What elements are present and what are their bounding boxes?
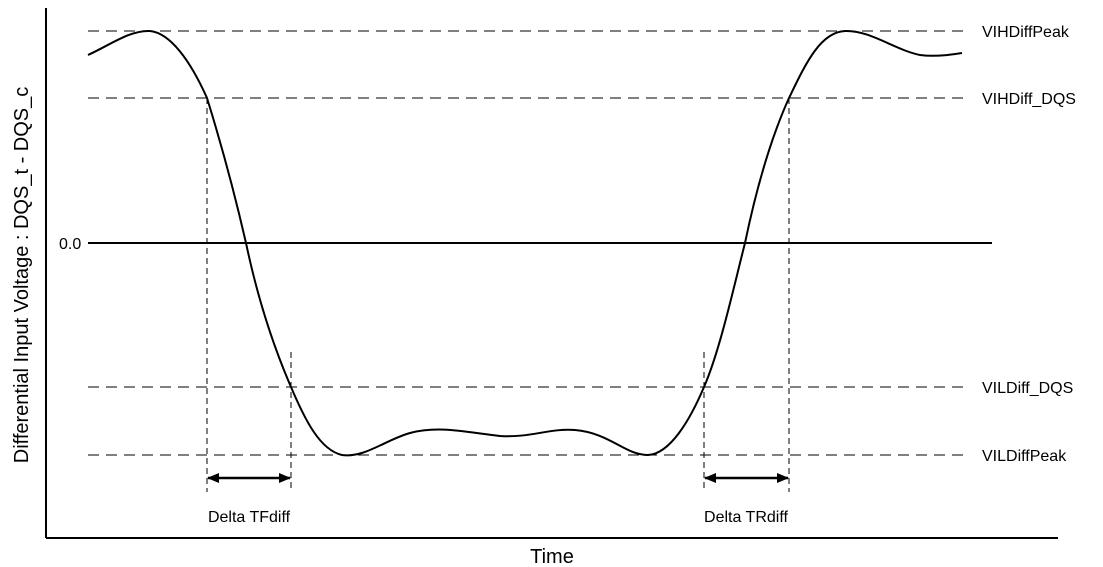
- vil-peak-label: VILDiffPeak: [982, 448, 1067, 465]
- zero-label: 0.0: [59, 236, 81, 253]
- vih-peak-label: VIHDiffPeak: [982, 24, 1070, 41]
- y-axis-title: Differential Input Voltage : DQS_t - DQS…: [11, 87, 33, 463]
- vih-dqs-label: VIHDiff_DQS: [982, 91, 1076, 108]
- rise-interval-label: Delta TRdiff: [704, 509, 788, 526]
- vil-dqs-label: VILDiff_DQS: [982, 380, 1073, 397]
- fall-interval-label: Delta TFdiff: [208, 509, 291, 526]
- x-axis-title: Time: [530, 546, 574, 567]
- differential-waveform: [87, 29, 963, 457]
